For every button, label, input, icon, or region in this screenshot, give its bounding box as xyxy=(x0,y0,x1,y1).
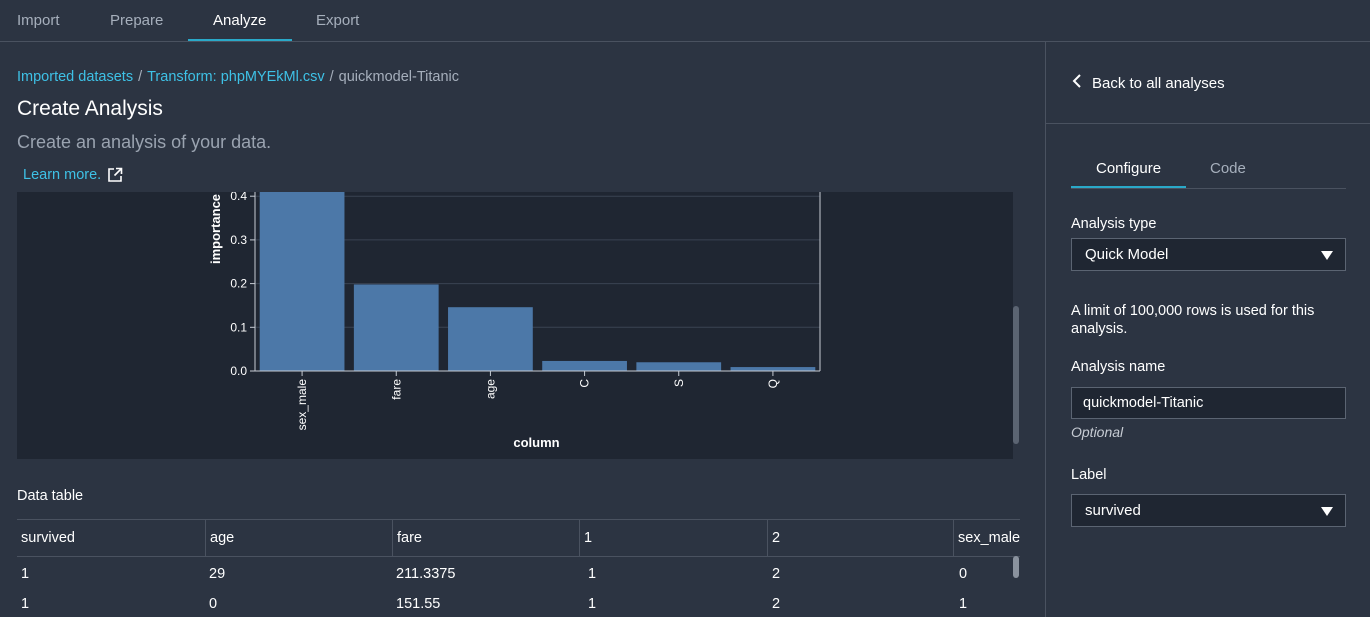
table-cell: 2 xyxy=(772,596,781,612)
column-header[interactable]: 2 xyxy=(767,520,953,557)
breadcrumb: Imported datasets / Transform: phpMYEkMl.c… xyxy=(17,69,459,85)
bar-sex_male xyxy=(259,192,345,371)
table-cell: 0 xyxy=(209,596,218,612)
analysis-type-select[interactable]: Quick Model xyxy=(1071,238,1346,271)
data-table-caption: Data table xyxy=(17,488,84,504)
label-field-label: Label xyxy=(1071,467,1107,483)
y-tick-label: 0.3 xyxy=(230,233,247,247)
column-header[interactable]: survived xyxy=(21,530,75,546)
y-axis-label: importance xyxy=(208,194,223,264)
breadcrumb-separator: / xyxy=(329,69,334,85)
bar-Q xyxy=(730,367,816,371)
analysis-type-label: Analysis type xyxy=(1071,216,1157,232)
column-header[interactable]: fare xyxy=(392,520,579,557)
optional-hint: Optional xyxy=(1071,424,1124,440)
bar-age xyxy=(448,307,533,371)
tab-analyze[interactable]: Analyze xyxy=(213,12,267,29)
tab-code[interactable]: Code xyxy=(1210,160,1246,177)
configuration-panel: Back to all analyses Configure Code Anal… xyxy=(1045,42,1370,617)
table-cell: 151.55 xyxy=(396,596,441,612)
page-title: Create Analysis xyxy=(17,97,163,120)
caret-down-icon xyxy=(1321,507,1333,516)
x-tick-label: S xyxy=(672,379,686,387)
analysis-name-label: Analysis name xyxy=(1071,359,1166,375)
table-cell: 1 xyxy=(588,596,597,612)
active-tab-indicator xyxy=(1071,186,1186,188)
breadcrumb-current: quickmodel-Titanic xyxy=(338,69,460,85)
column-header[interactable]: sex_male xyxy=(953,520,1020,557)
x-axis-label: column xyxy=(513,435,559,450)
table-cell: 0 xyxy=(959,566,968,582)
external-link-icon xyxy=(107,167,123,183)
table-cell: 1 xyxy=(588,566,597,582)
tab-configure[interactable]: Configure xyxy=(1096,160,1162,177)
bar-S xyxy=(636,362,722,371)
panel-divider xyxy=(1046,123,1370,124)
tab-export[interactable]: Export xyxy=(316,12,360,29)
caret-down-icon xyxy=(1321,251,1333,260)
x-tick-label: age xyxy=(483,379,497,399)
label-select[interactable]: survived xyxy=(1071,494,1346,527)
x-tick-label: C xyxy=(578,379,592,388)
tab-prepare[interactable]: Prepare xyxy=(110,12,164,29)
y-tick-label: 0.1 xyxy=(230,320,247,334)
x-tick-label: fare xyxy=(389,379,403,400)
table-row: 1 0 151.55 1 2 1 xyxy=(17,589,1020,617)
analysis-name-input[interactable]: quickmodel-Titanic xyxy=(1071,387,1346,419)
page-subtitle: Create an analysis of your data. xyxy=(17,132,272,152)
active-tab-indicator xyxy=(188,39,292,41)
breadcrumb-separator: / xyxy=(138,69,143,85)
column-header[interactable]: age xyxy=(205,520,392,557)
back-label: Back to all analyses xyxy=(1092,74,1225,92)
bar-fare xyxy=(353,284,439,371)
y-tick-label: 0.2 xyxy=(230,277,247,291)
top-navigation: Import Prepare Analyze Export xyxy=(0,0,1370,42)
table-cell: 211.3375 xyxy=(396,566,456,582)
tab-import[interactable]: Import xyxy=(17,12,60,29)
table-scrollbar[interactable] xyxy=(1013,556,1019,578)
learn-more-link[interactable]: Learn more. xyxy=(23,167,123,183)
table-header: survived age fare 1 2 sex_male xyxy=(17,519,1020,557)
label-value: survived xyxy=(1085,502,1141,519)
main-content: Imported datasets / Transform: phpMYEkMl.c… xyxy=(0,42,1045,617)
chevron-left-icon xyxy=(1072,73,1082,93)
table-cell: 1 xyxy=(959,596,968,612)
column-header[interactable]: 1 xyxy=(579,520,767,557)
table-cell: 1 xyxy=(21,566,30,582)
table-cell: 2 xyxy=(772,566,781,582)
back-to-analyses-link[interactable]: Back to all analyses xyxy=(1072,73,1225,93)
y-tick-label: 0.0 xyxy=(230,364,247,378)
analysis-type-value: Quick Model xyxy=(1085,246,1169,263)
bar-C xyxy=(542,360,627,371)
breadcrumb-imported-datasets[interactable]: Imported datasets xyxy=(17,69,134,85)
x-tick-label: Q xyxy=(766,379,780,388)
row-limit-note: A limit of 100,000 rows is used for this… xyxy=(1071,303,1315,337)
x-tick-label: sex_male xyxy=(295,379,309,431)
panel-tabs: Configure Code xyxy=(1071,148,1346,189)
y-tick-label: 0.4 xyxy=(230,192,247,203)
learn-more-label: Learn more. xyxy=(23,167,102,183)
breadcrumb-transform[interactable]: Transform: phpMYEkMl.csv xyxy=(147,69,325,85)
table-row: 1 29 211.3375 1 2 0 xyxy=(17,559,1020,589)
table-cell: 1 xyxy=(21,596,30,612)
vertical-scrollbar[interactable] xyxy=(1013,306,1019,444)
table-cell: 29 xyxy=(209,566,226,582)
